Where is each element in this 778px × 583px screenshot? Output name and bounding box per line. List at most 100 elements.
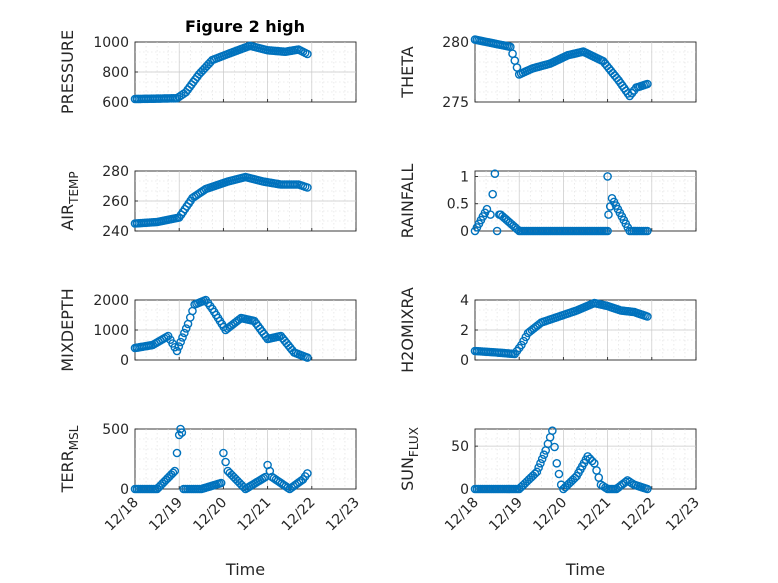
y-tick-label: 2000 [93,293,129,309]
y-tick-label: 1000 [93,323,129,339]
y-tick-label: 2 [460,323,469,339]
x-tick-label: 12/18 [442,495,482,535]
data-point [536,458,545,468]
y-tick-label: 0 [460,224,469,240]
y-axis-label-main: MIXDEPTH [58,288,77,371]
y-axis-label-main: TERR [58,450,77,493]
data-point [583,452,593,461]
data-point [168,468,178,478]
data-point [303,183,312,192]
data-point [530,469,540,479]
data-point [603,226,612,236]
data-point [539,450,549,460]
series-markers [130,172,312,228]
data-point [603,172,612,181]
data-point [534,463,543,472]
data-point [178,333,187,342]
data-point [587,456,597,466]
data-point [221,457,230,467]
data-point [490,169,500,179]
y-tick-label: 500 [102,422,129,438]
data-point [548,426,557,436]
x-tick-label: 12/21 [575,495,615,535]
x-tick-label: 12/19 [486,495,526,535]
x-axis-label: Time [565,560,605,579]
series-markers [130,295,312,362]
y-tick-label: 0 [460,482,469,498]
data-point [488,189,497,199]
y-axis-label-main: H2OMIXRA [398,287,417,373]
data-point [604,210,613,219]
x-tick-label: 12/22 [619,495,659,535]
data-point [170,466,180,476]
y-axis-label: MIXDEPTH [58,288,77,371]
data-point [643,312,652,321]
y-axis-label-subscript: FLUX [407,427,421,457]
x-tick-label: 12/21 [235,495,275,535]
y-tick-label: 275 [442,95,469,111]
y-axis-label-main: PRESSURE [58,30,77,114]
data-point [643,226,652,236]
x-tick-label: 12/18 [102,495,142,535]
y-axis-label-main: RAINFALL [398,164,417,239]
y-tick-label: 600 [102,95,129,111]
data-point [180,328,189,338]
subplot-theta: 275 280 THETA [398,35,697,111]
data-point [532,467,542,477]
data-point [537,454,547,464]
data-point [216,478,226,488]
y-tick-label: 800 [102,65,129,81]
x-tick-label: 12/23 [323,495,363,535]
figure-title: Figure 2 high [185,17,305,36]
y-axis-label-main: THETA [398,46,417,98]
y-axis-label-subscript: TEMP [67,171,81,205]
data-point [181,324,191,333]
y-axis-label: TERRMSL [58,425,81,493]
data-point [552,458,562,468]
y-axis-label-main: AIR [58,204,77,231]
y-tick-label: 0.5 [447,197,469,213]
data-point [486,210,495,219]
x-tick-label: 12/19 [146,495,186,535]
data-point [550,442,559,452]
data-point [172,346,182,356]
series-markers [130,41,312,104]
y-tick-label: 260 [102,194,129,210]
x-tick-label: 12/22 [279,495,319,535]
y-axis-label: THETA [398,46,417,98]
y-tick-label: 0 [120,353,129,369]
y-tick-label: 4 [460,293,469,309]
subplot-h2omixra: 0 2 4 H2OMIXRA [398,287,697,373]
y-axis-label: H2OMIXRA [398,287,417,373]
series-markers [470,169,652,236]
data-point [303,469,312,478]
data-point [303,49,312,59]
y-tick-label: 240 [102,224,129,240]
subplot-pressure: 600 800 1000 PRESSURE [58,30,357,114]
data-point [643,484,652,494]
y-tick-label: 1 [460,169,469,185]
data-point [303,353,312,362]
series-markers [470,298,652,359]
y-tick-label: 1000 [93,35,129,51]
series-markers [130,424,312,494]
subplot-mixdepth: 0 1000 2000 MIXDEPTH [58,288,357,372]
data-point [643,79,652,89]
data-point [177,428,187,437]
x-tick-label: 12/20 [190,495,230,535]
subplot-sunflux: 12/18 12/19 12/20 12/21 12/22 12/23 0 50 SUNFLUX… [398,426,703,579]
data-point [554,469,564,479]
y-axis-label: AIRTEMP [58,171,81,230]
y-tick-label: 0 [120,482,129,498]
y-tick-label: 50 [451,439,469,455]
data-point [172,448,182,458]
y-axis-label: RAINFALL [398,164,417,239]
y-tick-label: 280 [442,35,469,51]
data-point [174,342,184,351]
y-axis-label-subscript: MSL [67,425,81,450]
x-tick-label: 12/23 [663,495,703,535]
data-point [176,337,185,347]
subplot-rainfall: 0 0.5 1 RAINFALL [398,164,697,240]
y-axis-label: PRESSURE [58,30,77,114]
